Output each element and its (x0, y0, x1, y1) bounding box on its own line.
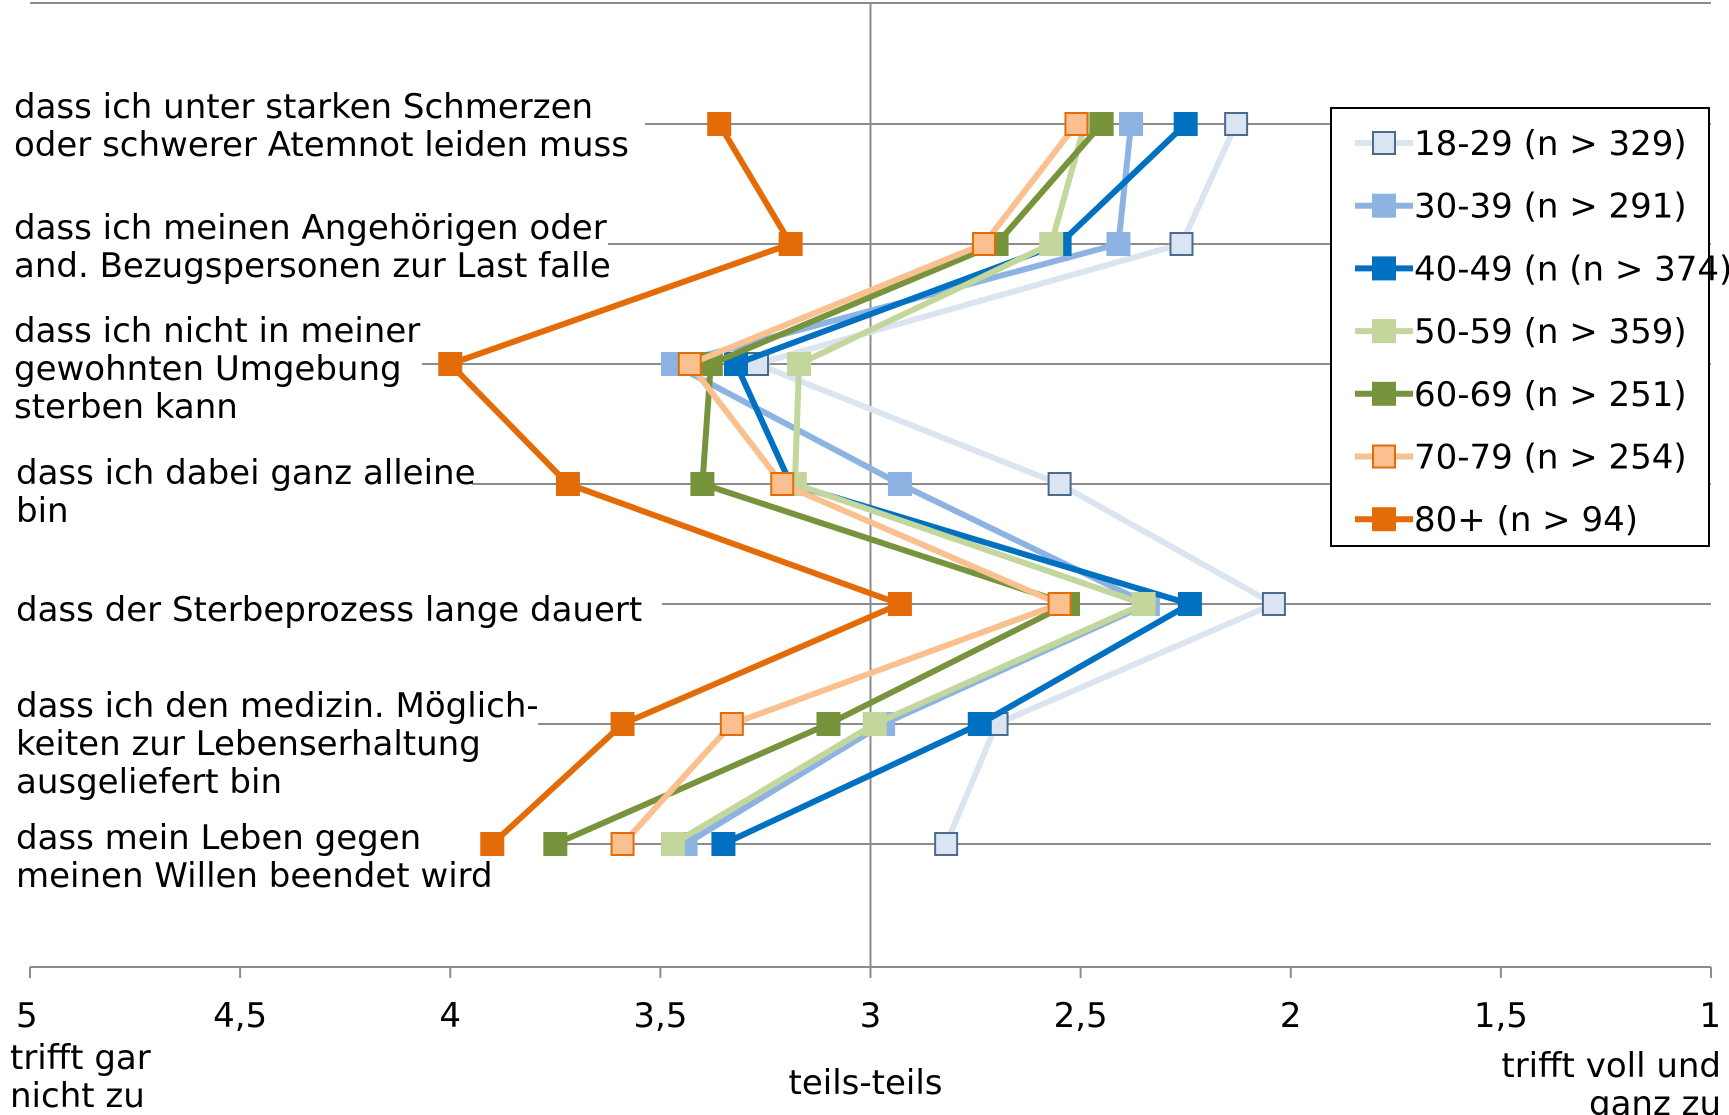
data-point (610, 832, 635, 856)
data-point (1089, 112, 1114, 136)
legend-label: 40-49 (n (n > 374) (1414, 249, 1729, 289)
legend-item: 60-69 (n > 251) (1355, 375, 1687, 415)
x-tick-label: 3,5 (633, 996, 687, 1036)
data-point (711, 832, 736, 856)
data-point (543, 832, 568, 856)
x-tick-label: 5 (16, 996, 38, 1036)
data-point (887, 472, 912, 496)
legend-marker (1372, 193, 1396, 218)
category-label: dass ich meinen Angehörigen oder and. Bez… (14, 208, 611, 286)
data-point (934, 832, 959, 856)
data-point (1119, 112, 1144, 136)
category-label: dass mein Leben gegen meinen Willen beend… (16, 818, 493, 896)
data-point (778, 232, 803, 256)
legend-marker (1372, 256, 1396, 281)
x-tick-label: 1 (1699, 996, 1721, 1036)
data-point (1169, 232, 1194, 256)
data-point (660, 832, 685, 856)
data-point (1106, 232, 1131, 256)
legend-marker (1372, 507, 1396, 532)
data-point (1224, 112, 1249, 136)
data-point (719, 712, 744, 736)
data-point (770, 472, 795, 496)
legend-item: 30-39 (n > 291) (1355, 187, 1687, 227)
legend: 18-29 (n > 329) 30-39 (n > 291) 40-49 (n (… (1330, 107, 1729, 547)
x-tick-label: 4,5 (213, 996, 267, 1036)
legend-marker (1372, 444, 1396, 469)
data-point (1064, 112, 1089, 136)
legend-label: 30-39 (n > 291) (1414, 187, 1687, 227)
category-label: dass ich nicht in meiner gewohnten Umgebu… (14, 311, 420, 427)
legend-marker (1372, 319, 1396, 344)
data-point (1047, 472, 1072, 496)
data-point (1039, 232, 1064, 256)
data-point (1047, 592, 1072, 616)
legend-item: 18-29 (n > 329) (1355, 124, 1687, 164)
axis-note-center: teils-teils (789, 1063, 943, 1103)
legend-marker (1372, 131, 1396, 155)
series-18-29 (745, 112, 1286, 856)
data-point (862, 712, 887, 736)
axis-note-left: trifft gar nicht zu (10, 1038, 151, 1115)
legend-label: 60-69 (n > 251) (1414, 375, 1687, 415)
category-label: dass ich dabei ganz alleine bin (16, 453, 476, 531)
legend-label: 18-29 (n > 329) (1414, 124, 1687, 164)
series-70-79 (610, 112, 1089, 856)
data-point (707, 112, 732, 136)
x-tick-label: 2 (1280, 996, 1302, 1036)
x-tick-label: 1,5 (1474, 996, 1528, 1036)
data-point (1173, 112, 1198, 136)
legend-label: 70-79 (n > 254) (1414, 438, 1687, 478)
legend-item: 40-49 (n (n > 374) (1355, 249, 1729, 289)
data-point (677, 352, 702, 376)
data-point (787, 352, 812, 376)
legend-marker (1372, 381, 1396, 406)
data-point (1177, 592, 1202, 616)
data-point (690, 472, 715, 496)
data-point (610, 712, 635, 736)
category-labels: dass ich unter starken Schmerzen oder sch… (14, 87, 642, 896)
category-label: dass ich den medizin. Möglich-keiten zur… (16, 686, 539, 802)
legend-item: 80+ (n > 94) (1355, 500, 1638, 540)
data-point (555, 472, 580, 496)
x-tick-label: 3 (860, 996, 882, 1036)
legend-label: 50-59 (n > 359) (1414, 312, 1687, 352)
data-point (887, 592, 912, 616)
category-label: dass der Sterbeprozess lange dauert (16, 590, 642, 630)
data-point (438, 352, 463, 376)
category-label: dass ich unter starken Schmerzen oder sch… (14, 87, 629, 165)
data-point (480, 832, 505, 856)
x-tick-label: 2,5 (1054, 996, 1108, 1036)
data-point (816, 712, 841, 736)
axis-note-right: trifft voll und ganz zu (1501, 1046, 1721, 1115)
legend-item: 50-59 (n > 359) (1355, 312, 1687, 352)
x-tick-label: 4 (439, 996, 461, 1036)
data-point (1261, 592, 1286, 616)
x-axis: 5 4,5 4 3,5 3 2,5 2 1,5 1 trifft gar nicht zu teils… (10, 966, 1721, 1115)
data-point (1131, 592, 1156, 616)
legend-label: 80+ (n > 94) (1414, 500, 1638, 540)
legend-item: 70-79 (n > 254) (1355, 438, 1687, 478)
data-point (971, 232, 996, 256)
series-80+ (438, 112, 912, 856)
data-point (967, 712, 992, 736)
series-layer (438, 112, 1286, 856)
series-60-69 (543, 112, 1114, 856)
